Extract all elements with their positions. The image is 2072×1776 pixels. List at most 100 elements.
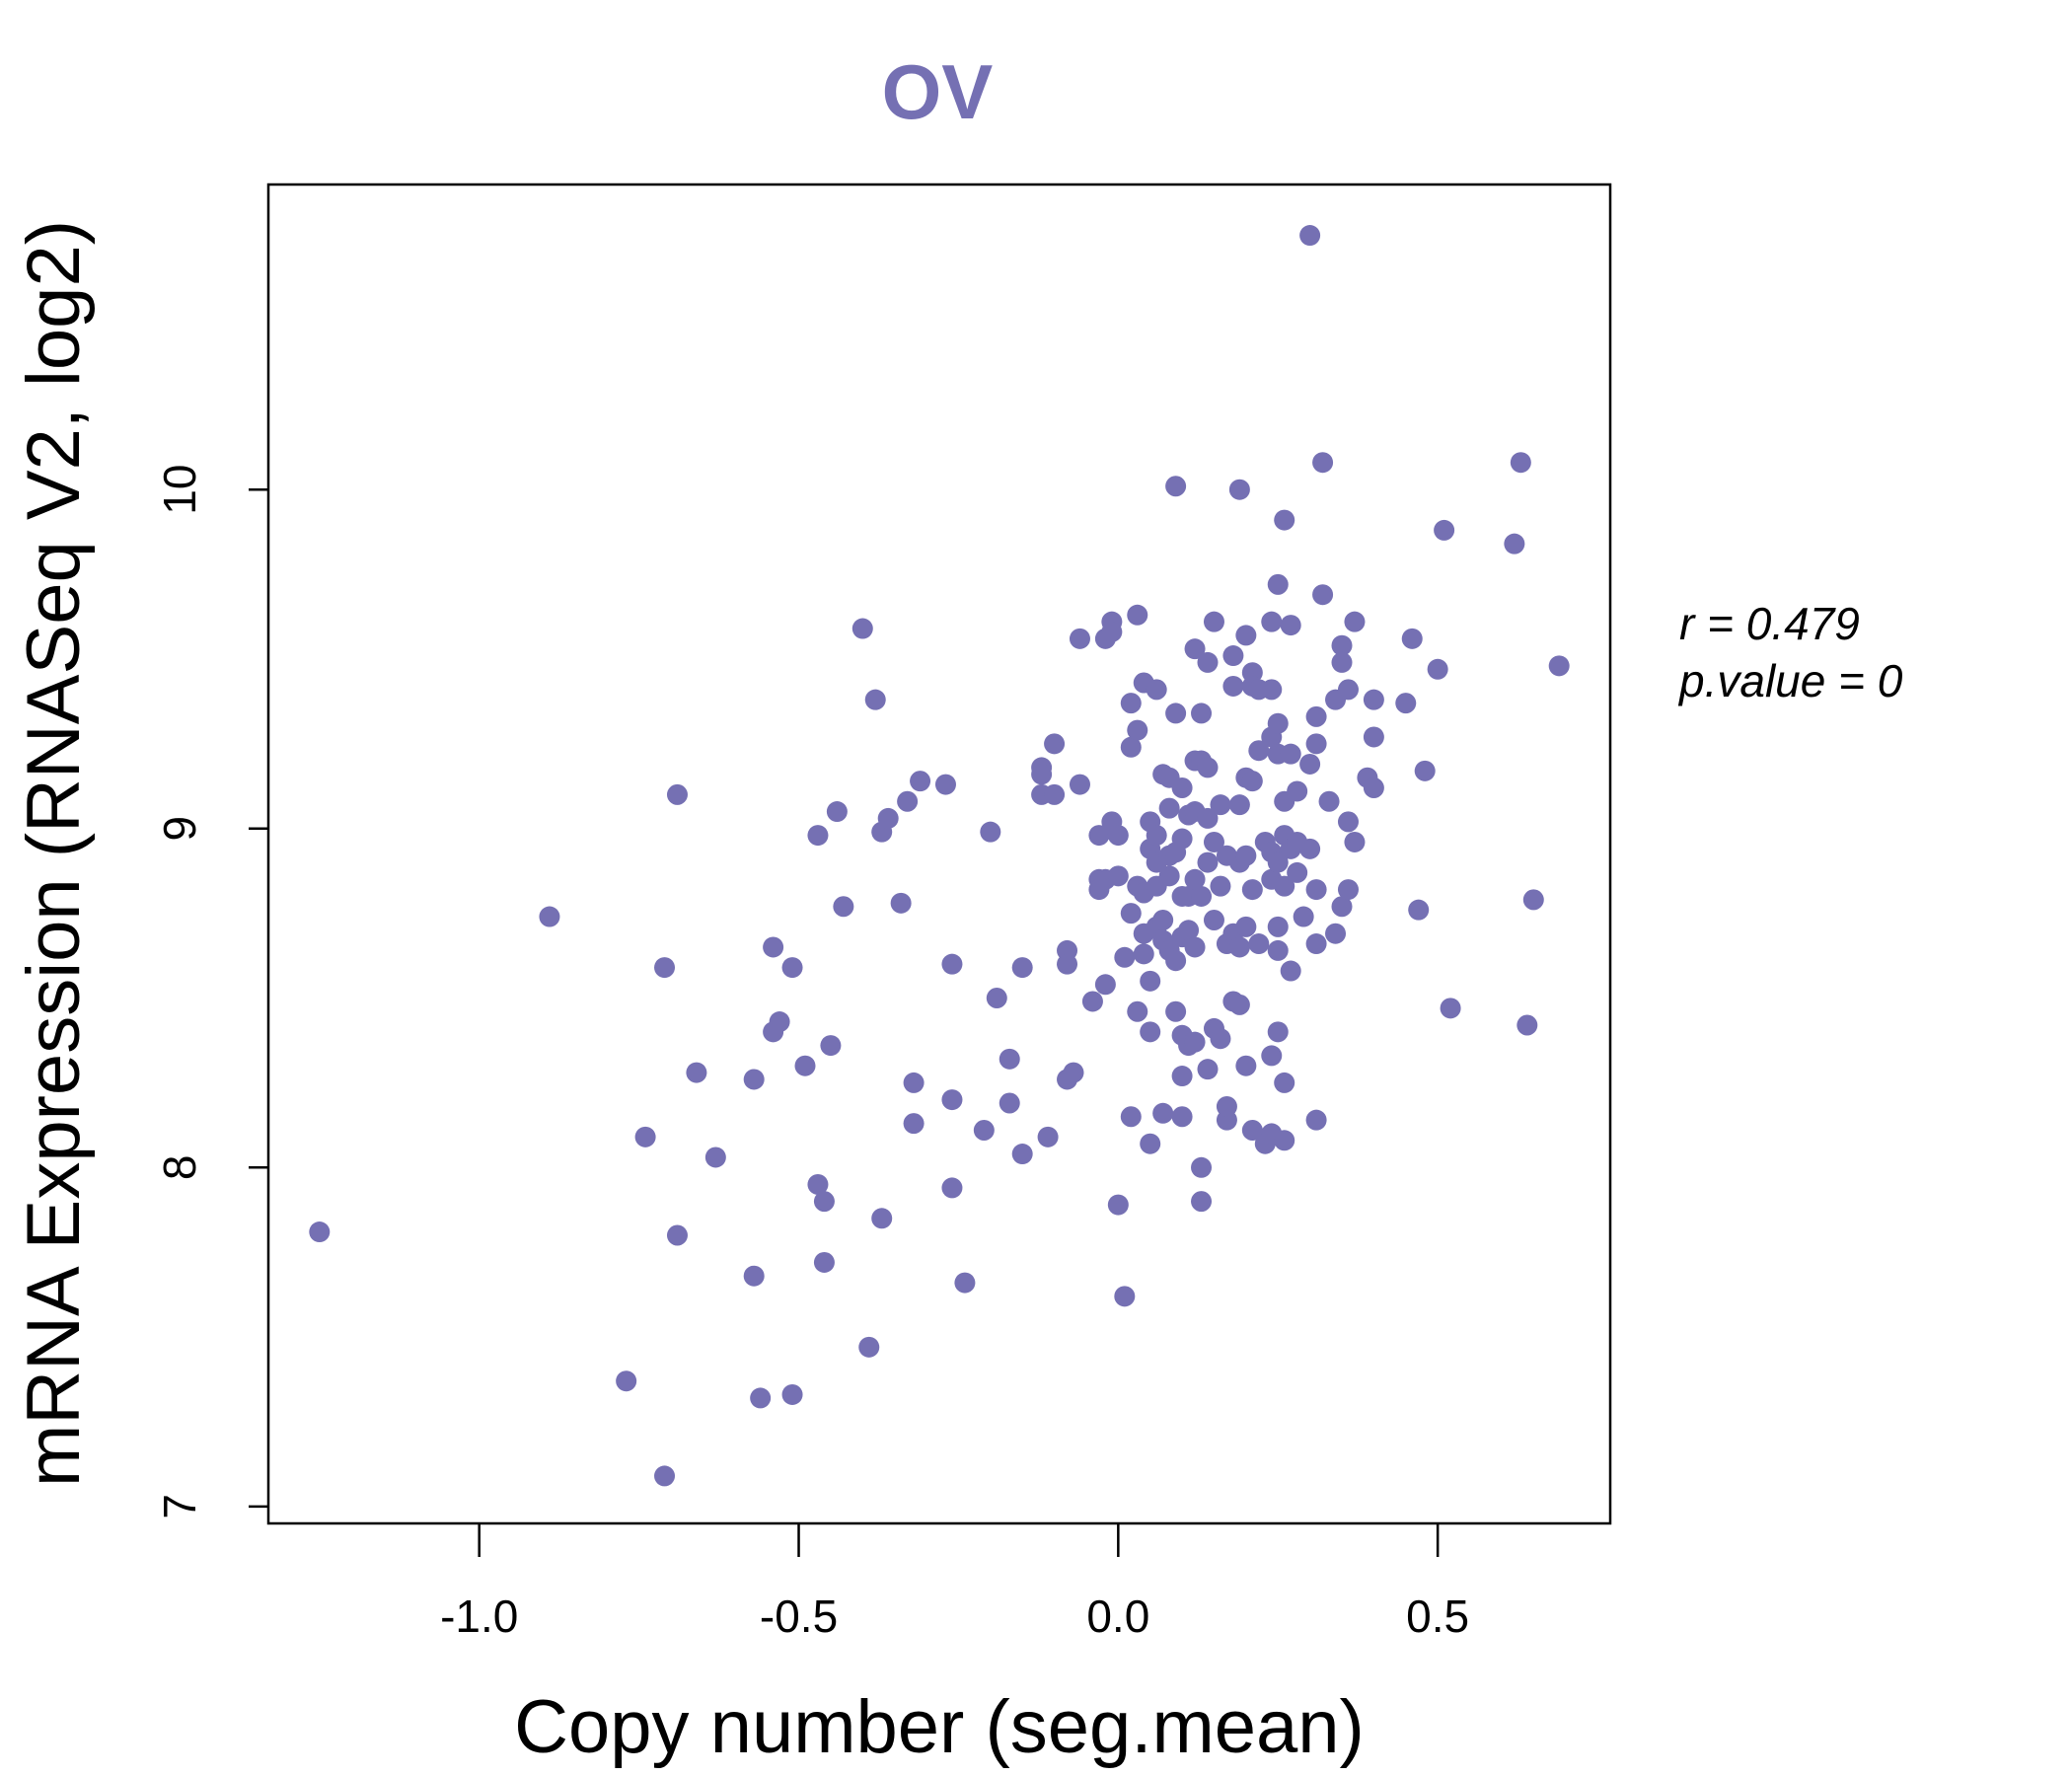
data-point <box>1222 675 1244 697</box>
data-point <box>1363 777 1384 799</box>
data-point <box>1280 960 1301 982</box>
data-point <box>1210 794 1231 816</box>
plot-frame <box>266 183 1612 1525</box>
data-point <box>826 801 848 823</box>
data-point <box>1241 1119 1263 1141</box>
data-point <box>1267 1021 1289 1043</box>
data-point <box>1414 760 1436 781</box>
data-point <box>1158 865 1180 887</box>
data-point <box>807 1173 829 1195</box>
data-point <box>1127 1000 1148 1022</box>
data-point <box>864 689 886 710</box>
data-point <box>897 790 919 812</box>
data-point <box>654 1465 676 1487</box>
data-point <box>1228 794 1250 816</box>
data-point <box>1063 1062 1084 1083</box>
data-point <box>1191 885 1213 907</box>
data-point <box>1241 771 1263 792</box>
data-point <box>1081 991 1103 1012</box>
data-point <box>1210 875 1231 897</box>
data-point <box>750 1387 772 1409</box>
data-point <box>1158 797 1180 819</box>
data-point <box>1191 1191 1213 1213</box>
data-point <box>890 892 912 914</box>
x-axis-label: Copy number (seg.mean) <box>514 1685 1365 1769</box>
data-point <box>1094 974 1116 996</box>
data-point <box>1235 916 1257 937</box>
data-point <box>1305 705 1327 727</box>
data-point <box>1504 533 1525 555</box>
chart-title: OV <box>882 48 994 135</box>
p-value-annotation: p.value = 0 <box>1677 655 1903 706</box>
data-point <box>666 1224 688 1246</box>
data-point <box>833 896 854 918</box>
data-point <box>1267 851 1289 873</box>
data-point <box>1274 509 1295 531</box>
data-point <box>820 1035 842 1057</box>
data-point <box>1517 1014 1538 1036</box>
x-tick-label: -0.5 <box>760 1591 838 1642</box>
data-point <box>1146 825 1167 847</box>
data-point <box>1363 726 1384 748</box>
data-point <box>1522 889 1544 911</box>
data-point <box>1152 1102 1174 1124</box>
x-axis: -1.0 -0.5 0.0 0.5 <box>440 1523 1469 1642</box>
data-point <box>1395 693 1417 714</box>
data-point <box>1299 838 1321 859</box>
data-point <box>903 1072 925 1093</box>
data-point <box>1344 611 1366 632</box>
data-point <box>686 1062 707 1083</box>
data-point <box>1305 879 1327 901</box>
data-point <box>1197 807 1219 829</box>
data-point <box>941 953 963 975</box>
data-point <box>1267 916 1289 937</box>
data-point <box>1140 1021 1161 1043</box>
data-points <box>309 225 1570 1487</box>
data-point <box>1178 920 1200 941</box>
data-point <box>1171 828 1193 850</box>
data-point <box>1114 946 1136 968</box>
data-point <box>1184 936 1206 958</box>
data-point <box>1165 950 1187 972</box>
data-point <box>1331 634 1353 656</box>
data-point <box>999 1092 1020 1114</box>
data-point <box>1434 519 1455 541</box>
data-point <box>1261 679 1283 701</box>
data-point <box>954 1272 976 1294</box>
data-point <box>1305 933 1327 955</box>
y-axis-label: mRNA Expression (RNASeq V2, log2) <box>12 220 96 1487</box>
data-point <box>1331 896 1353 918</box>
data-point <box>1287 780 1308 802</box>
data-point <box>794 1055 816 1076</box>
data-point <box>1191 703 1213 724</box>
data-point <box>1107 1194 1129 1216</box>
data-point <box>1216 1095 1237 1117</box>
data-point <box>1165 1000 1187 1022</box>
data-point <box>1222 645 1244 667</box>
data-point <box>1044 783 1066 805</box>
data-point <box>1069 774 1090 795</box>
data-point <box>1228 936 1250 958</box>
data-point <box>941 1177 963 1199</box>
data-point <box>1057 953 1078 975</box>
data-point <box>1140 1133 1161 1154</box>
data-point <box>1331 651 1353 673</box>
data-point <box>1203 611 1224 632</box>
data-point <box>1197 1059 1219 1080</box>
data-point <box>616 1370 637 1392</box>
data-point <box>769 1011 790 1033</box>
data-point <box>1337 679 1359 701</box>
data-point <box>1171 777 1193 799</box>
data-point <box>980 821 1001 843</box>
data-point <box>1287 861 1308 883</box>
data-point <box>1197 757 1219 778</box>
data-point <box>1299 753 1321 775</box>
data-point <box>654 957 676 979</box>
data-point <box>1235 1055 1257 1076</box>
data-point <box>1120 736 1142 758</box>
data-point <box>743 1069 765 1090</box>
data-point <box>910 771 931 792</box>
data-point <box>743 1265 765 1287</box>
data-point <box>1133 943 1154 965</box>
